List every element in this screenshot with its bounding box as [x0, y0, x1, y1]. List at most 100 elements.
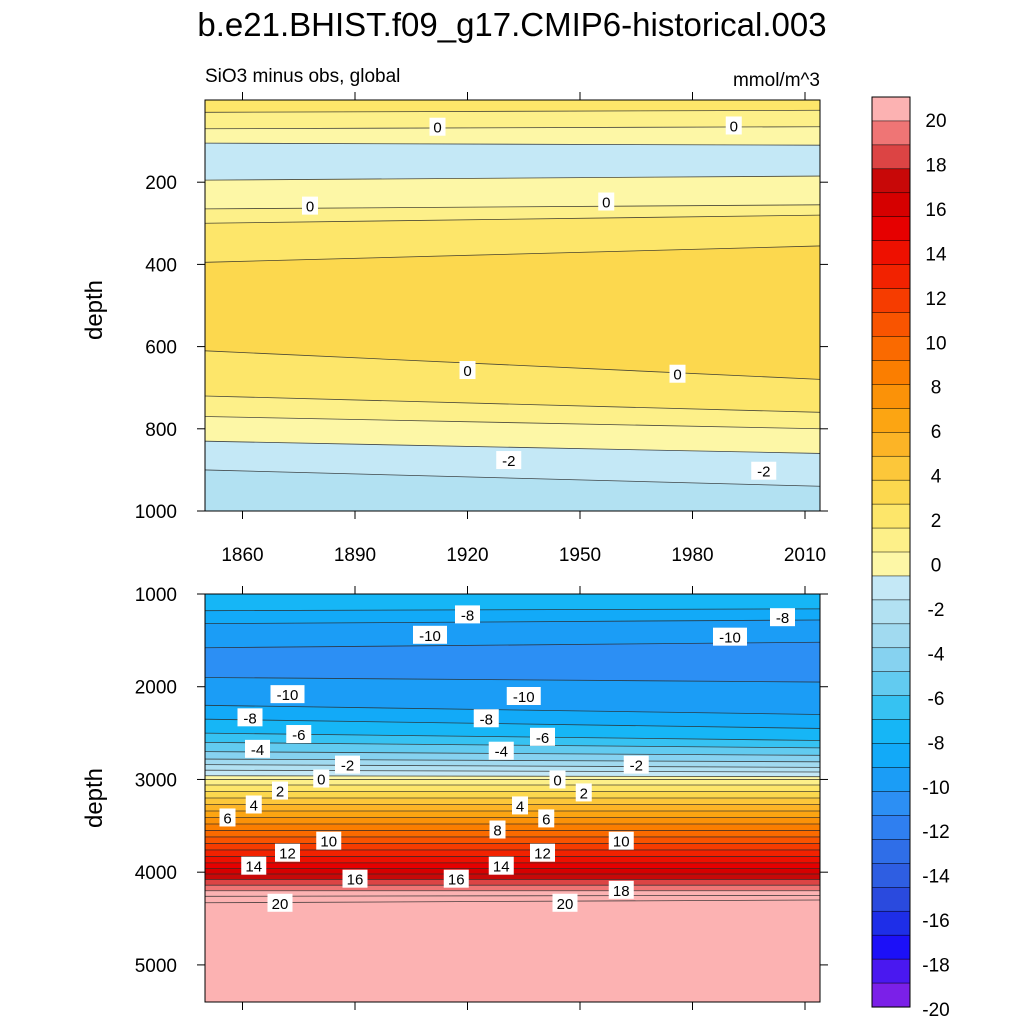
lower-contour-label-13: -2: [623, 755, 649, 775]
colorbar-tick-label-10: 0: [931, 556, 942, 577]
upper-contour-label-5: 0: [669, 364, 686, 384]
lower-contour-label-26: 12: [530, 843, 555, 863]
upper-contour-label-6: -2: [496, 451, 522, 470]
figure-units: mmol/m^3: [733, 70, 820, 91]
colorbar-swatch-35: [871, 934, 911, 960]
lower-band-14: [205, 779, 820, 786]
lower-contour-label-15: 0: [549, 770, 566, 789]
colorbar-swatch-32: [871, 863, 911, 888]
lower-contour-label-28: 14: [488, 856, 514, 876]
lower-contour-label-32: 20: [267, 893, 293, 913]
upper-y-tick-label-4: 1000: [135, 502, 177, 523]
lower-contour-label-text-11: -4: [495, 744, 508, 761]
lower-contour-label-12: -2: [335, 755, 360, 775]
colorbar-swatch-7: [871, 264, 911, 290]
colorbar-swatch-3: [871, 168, 911, 194]
lower-contour-label-text-1: -8: [776, 610, 789, 627]
colorbar-swatch-23: [871, 647, 911, 673]
lower-contour-label-11: -4: [488, 741, 514, 761]
upper-contour-label-0: 0: [429, 117, 446, 137]
colorbar-tick-label-17: 14: [925, 244, 947, 265]
lower-contour-label-3: -10: [713, 627, 747, 647]
lower-contour-line-3: [205, 677, 820, 683]
lower-contour-label-text-3: -10: [719, 630, 741, 647]
lower-contour-label-4: -10: [270, 685, 305, 704]
upper-x-tick-label-3: 1950: [559, 545, 601, 566]
upper-contour-line-9: [205, 416, 820, 430]
lower-contour-label-14: 0: [313, 769, 330, 789]
lower-band-20: [205, 817, 820, 825]
colorbar-swatch-24: [871, 671, 911, 697]
colorbar-swatch-37: [871, 982, 911, 1008]
lower-contour-label-21: 6: [538, 809, 555, 828]
lower-contour-label-text-13: -2: [630, 758, 643, 775]
upper-contour-line-6: [205, 245, 820, 263]
lower-contour-label-24: 10: [608, 831, 634, 851]
lower-contour-label-31: 18: [608, 880, 634, 900]
lower-contour-label-0: -8: [455, 605, 480, 624]
upper-x-tick-label-2: 1920: [446, 545, 488, 566]
colorbar-tick-label-13: 6: [931, 422, 942, 443]
colorbar-tick-label-20: 20: [925, 111, 946, 132]
lower-band-31: [205, 884, 820, 892]
lower-contour-line-12: [205, 775, 820, 778]
lower-contour-label-18: 4: [245, 795, 262, 814]
lower-contour-label-1: -8: [770, 608, 795, 627]
colorbar-swatch-10: [871, 336, 911, 361]
lower-contour-label-9: -6: [530, 727, 555, 747]
upper-band-0: [205, 100, 820, 113]
upper-contour-label-text-7: -2: [757, 464, 770, 481]
lower-band-15: [205, 784, 820, 792]
upper-contour-label-text-1: 0: [730, 118, 738, 135]
lower-contour-label-text-24: 10: [613, 834, 630, 851]
lower-y-tick-label-4: 5000: [135, 956, 177, 977]
colorbar-tick-label-5: -10: [922, 778, 949, 799]
upper-contour-line-10: [205, 440, 820, 454]
lower-y-tick-label-1: 2000: [135, 678, 177, 699]
colorbar-swatch-0: [871, 96, 911, 122]
colorbar-swatch-33: [871, 887, 911, 912]
lower-contour-label-text-5: -10: [513, 689, 535, 706]
lower-contour-label-20: 6: [219, 808, 236, 827]
colorbar-tick-label-8: -4: [928, 644, 945, 665]
lower-contour-label-text-18: 4: [250, 797, 258, 814]
lower-contour-label-text-4: -10: [277, 687, 299, 704]
lower-panel-frame: [204, 593, 821, 1003]
colorbar-swatch-5: [871, 216, 911, 242]
colorbar-swatch-19: [871, 551, 911, 577]
colorbar-swatch-6: [871, 240, 911, 266]
lower-contour-label-17: 2: [575, 783, 592, 802]
upper-contour-label-4: 0: [459, 361, 476, 380]
upper-x-tick-label-0: 1860: [221, 545, 263, 566]
upper-panel-y-label: depth: [81, 280, 108, 340]
colorbar-swatch-16: [871, 479, 911, 505]
colorbar: -20-18-16-14-12-10-8-6-4-202468101214161…: [871, 96, 950, 1021]
lower-contour-line-4: [205, 704, 820, 715]
upper-contour-label-2: 0: [302, 196, 318, 216]
lower-band-34: [205, 899, 820, 1002]
lower-contour-label-10: -4: [245, 739, 270, 759]
upper-contour-line-2: [205, 142, 820, 146]
lower-contour-label-text-30: 16: [448, 872, 465, 889]
lower-contour-label-text-20: 6: [223, 810, 231, 827]
colorbar-swatch-21: [871, 599, 911, 625]
lower-contour-label-text-29: 16: [347, 872, 364, 889]
lower-band-22: [205, 830, 820, 838]
lower-panel-fill: [205, 594, 820, 1002]
lower-contour-label-text-2: -10: [419, 628, 441, 645]
upper-contour-label-3: 0: [598, 192, 615, 212]
colorbar-tick-label-4: -12: [922, 822, 949, 843]
lower-contour-label-text-27: 14: [245, 859, 262, 876]
lower-contour-label-text-14: 0: [317, 772, 325, 789]
lower-panel-contour-labels: -8 -8 -10 -10 -10 -10 -8 -8 -6 -6 -4 -4 -2 -2 0 0 2 2 4 4 6 6…: [219, 605, 795, 913]
lower-contour-label-2: -10: [413, 625, 447, 645]
colorbar-swatch-20: [871, 575, 911, 601]
upper-panel-frame: [204, 99, 821, 512]
figure-title: b.e21.BHIST.f09_g17.CMIP6-historical.003: [197, 6, 826, 43]
colorbar-tick-label-19: 18: [925, 155, 946, 176]
upper-contour-line-3: [205, 175, 820, 181]
lower-panel-y-label: depth: [81, 768, 108, 828]
colorbar-swatch-2: [871, 144, 911, 170]
lower-contour-line-33: [205, 899, 820, 904]
